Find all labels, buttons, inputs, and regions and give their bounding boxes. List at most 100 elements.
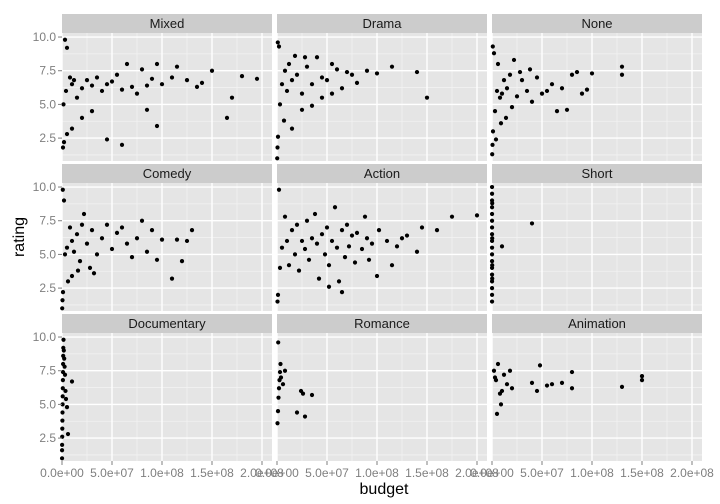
data-point: [537, 363, 543, 368]
data-point: [349, 72, 355, 77]
data-point: [60, 290, 66, 295]
data-point: [61, 140, 67, 145]
data-point: [559, 86, 565, 91]
data-point: [339, 290, 345, 295]
data-point: [302, 55, 308, 60]
data-point: [275, 134, 281, 139]
data-point: [64, 405, 70, 410]
data-point: [503, 115, 509, 120]
data-point: [64, 131, 70, 137]
facet-label-short: Short: [581, 166, 612, 181]
data-point: [139, 67, 145, 72]
data-point: [326, 284, 332, 289]
data-point: [69, 273, 75, 279]
data-point: [509, 105, 515, 110]
data-point: [309, 392, 315, 398]
panel-background: [492, 183, 702, 311]
data-point: [277, 102, 283, 107]
data-point: [314, 55, 320, 60]
data-point: [129, 255, 135, 260]
data-point: [490, 152, 495, 157]
x-tick-label: 0.0e+00: [255, 466, 299, 480]
data-point: [489, 184, 495, 190]
facet-animation: Animation 0.0e+00 5.0e+07 1.0e+08 1.5e+08 2.0…: [470, 314, 714, 480]
data-point: [544, 88, 550, 94]
data-point: [489, 272, 495, 277]
data-point: [114, 230, 120, 235]
data-point: [389, 64, 395, 69]
data-point: [404, 233, 410, 238]
data-point: [491, 368, 497, 373]
data-point: [362, 214, 368, 219]
facet-documentary: Documentary 2.5 5.0 7.5 10.0 0.0e+00 5.0e+07 1.…: [33, 314, 284, 480]
data-point: [507, 72, 513, 77]
data-point: [280, 382, 286, 387]
data-point: [329, 91, 335, 96]
data-point: [62, 37, 68, 42]
data-point: [507, 368, 513, 373]
facet-strip-animation: [492, 314, 702, 333]
data-point: [494, 411, 500, 416]
data-point: [529, 380, 535, 385]
data-point: [529, 99, 535, 104]
data-point: [169, 75, 175, 80]
data-point: [490, 142, 495, 147]
data-point: [316, 276, 322, 281]
x-tick-label: 2.0e+08: [455, 466, 499, 480]
data-point: [63, 88, 69, 94]
data-point: [336, 279, 342, 284]
data-point: [60, 410, 65, 415]
data-point: [119, 142, 125, 147]
data-point: [60, 442, 65, 447]
data-point: [300, 391, 306, 396]
x-tick-label: 1.5e+08: [405, 466, 449, 480]
facet-comedy: Comedy 2.5 5.0 7.5 10.0: [33, 164, 272, 311]
data-point: [62, 356, 67, 361]
facet-label-mixed: Mixed: [150, 16, 185, 31]
data-point: [62, 252, 68, 257]
data-point: [339, 86, 345, 91]
data-point: [229, 95, 235, 100]
x-tick-label: 0.0e+00: [40, 466, 84, 480]
data-point: [289, 78, 295, 83]
data-point: [169, 276, 175, 281]
data-point: [394, 244, 400, 249]
data-point: [275, 156, 280, 161]
data-point: [109, 79, 115, 84]
data-point: [61, 337, 66, 342]
data-point: [61, 102, 66, 107]
data-point: [292, 53, 298, 59]
data-point: [619, 72, 625, 77]
data-point: [89, 83, 95, 88]
data-point: [61, 348, 66, 353]
data-point: [184, 238, 190, 244]
data-point: [489, 191, 495, 196]
data-point: [304, 218, 310, 223]
data-point: [539, 91, 545, 96]
data-point: [489, 232, 495, 237]
data-point: [79, 86, 85, 91]
data-point: [549, 382, 555, 387]
data-point: [374, 273, 380, 279]
data-point: [179, 259, 185, 264]
panel-background: [62, 333, 272, 461]
data-point: [65, 279, 71, 284]
data-point: [275, 421, 280, 426]
panel-background: [492, 333, 702, 461]
data-point: [129, 84, 135, 89]
data-point: [64, 45, 70, 50]
data-point: [319, 75, 325, 80]
panel-background: [277, 183, 487, 311]
data-point: [352, 260, 358, 265]
y-tick-label: 7.5: [39, 214, 56, 228]
data-point: [60, 418, 65, 423]
facet-strip-comedy: [62, 164, 272, 183]
data-point: [449, 214, 455, 219]
data-point: [434, 228, 440, 233]
data-point: [294, 72, 300, 77]
data-point: [490, 276, 495, 281]
data-point: [104, 137, 110, 142]
data-point: [489, 245, 495, 250]
data-point: [69, 126, 75, 131]
data-point: [81, 211, 87, 217]
